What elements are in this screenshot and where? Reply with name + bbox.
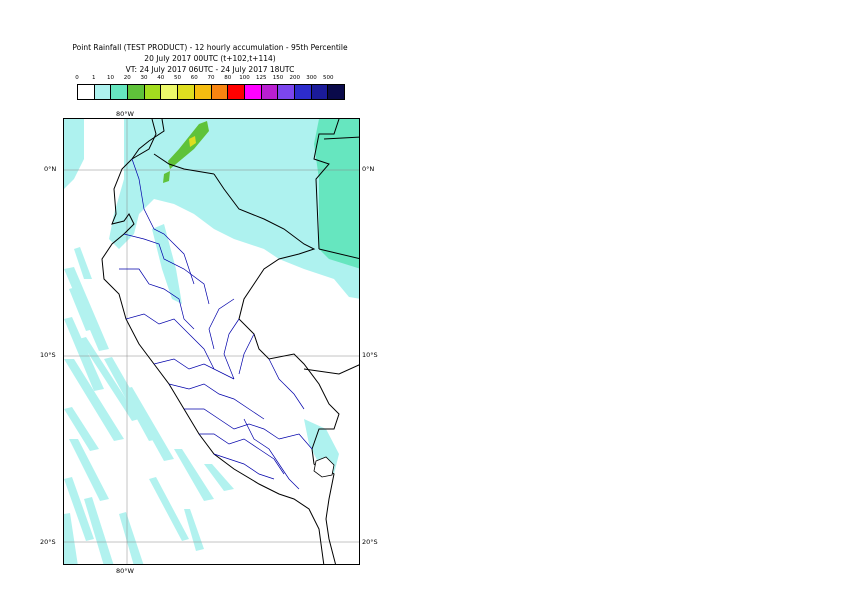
rain-area-yellow-spot (189, 136, 196, 147)
map-frame (63, 118, 360, 565)
legend-label: 60 (190, 75, 198, 81)
legend-label: 70 (207, 75, 215, 81)
legend-label: 40 (157, 75, 165, 81)
legend-swatch (78, 85, 95, 99)
map-title-block: Point Rainfall (TEST PRODUCT) - 12 hourl… (60, 42, 360, 75)
lat-label-0n-left: 0°N (44, 165, 57, 173)
legend-label: 10 (107, 75, 114, 81)
rain-area-green-spot (163, 171, 170, 183)
legend-swatch (144, 85, 162, 99)
legend-swatch (244, 85, 262, 99)
rainfall-layer (64, 119, 359, 564)
legend-swatch (278, 85, 295, 99)
rain-area-west (64, 119, 84, 189)
regional-borders (119, 158, 313, 490)
legend-swatch (94, 85, 112, 99)
map-svg (64, 119, 359, 564)
legend-labels: 0 1 10 20 30 40 50 60 70 80 100 125 150 200 300 500 (75, 75, 357, 84)
legend-bar (77, 84, 345, 100)
lon-label-bottom: 80°W (116, 567, 134, 575)
legend-label: 20 (123, 75, 131, 81)
legend-label: 1 (92, 75, 96, 81)
legend-label: 150 (272, 75, 284, 81)
legend-swatch (111, 85, 129, 99)
legend-swatch (228, 85, 245, 99)
legend-label: 300 (306, 75, 317, 81)
legend-label: 500 (323, 75, 334, 81)
legend-swatch (294, 85, 312, 99)
ocean-rain-streaks (64, 247, 234, 564)
lat-label-0n-right: 0°N (362, 165, 375, 173)
rain-streak-andes (152, 224, 182, 304)
lat-label-10s-right: 10°S (362, 351, 378, 359)
title-line-2: 20 July 2017 00UTC (t+102,t+114) (144, 54, 276, 63)
legend-swatch (211, 85, 229, 99)
lat-label-20s-right: 20°S (362, 538, 378, 546)
rain-area-green-band (168, 121, 209, 169)
lat-label-10s-left: 10°S (40, 351, 56, 359)
legend-swatch (328, 85, 344, 99)
legend-swatch (128, 85, 145, 99)
rain-area-east-medium (314, 119, 359, 269)
graticule (64, 119, 359, 564)
legend-swatch (194, 85, 212, 99)
lon-label-top: 80°W (116, 110, 134, 118)
title-line-1: Point Rainfall (TEST PRODUCT) - 12 hourl… (72, 43, 348, 52)
legend-label: 200 (289, 75, 301, 81)
rain-area-southeast (304, 419, 339, 474)
lake-titicaca (313, 456, 335, 478)
legend-label: 50 (174, 75, 181, 81)
legend-swatch (161, 85, 179, 99)
legend-label: 0 (75, 75, 79, 81)
legend-swatch (261, 85, 279, 99)
legend-label: 100 (239, 75, 250, 81)
legend-swatch (178, 85, 195, 99)
legend-label: 125 (256, 75, 267, 81)
title-line-3: VT: 24 July 2017 06UTC - 24 July 2017 18… (125, 65, 295, 74)
legend-label: 30 (140, 75, 148, 81)
legend-swatch (311, 85, 329, 99)
lat-label-20s-left: 20°S (40, 538, 56, 546)
color-legend: 0 1 10 20 30 40 50 60 70 80 100 125 150 200 300 500 (75, 75, 357, 100)
legend-label: 80 (224, 75, 232, 81)
